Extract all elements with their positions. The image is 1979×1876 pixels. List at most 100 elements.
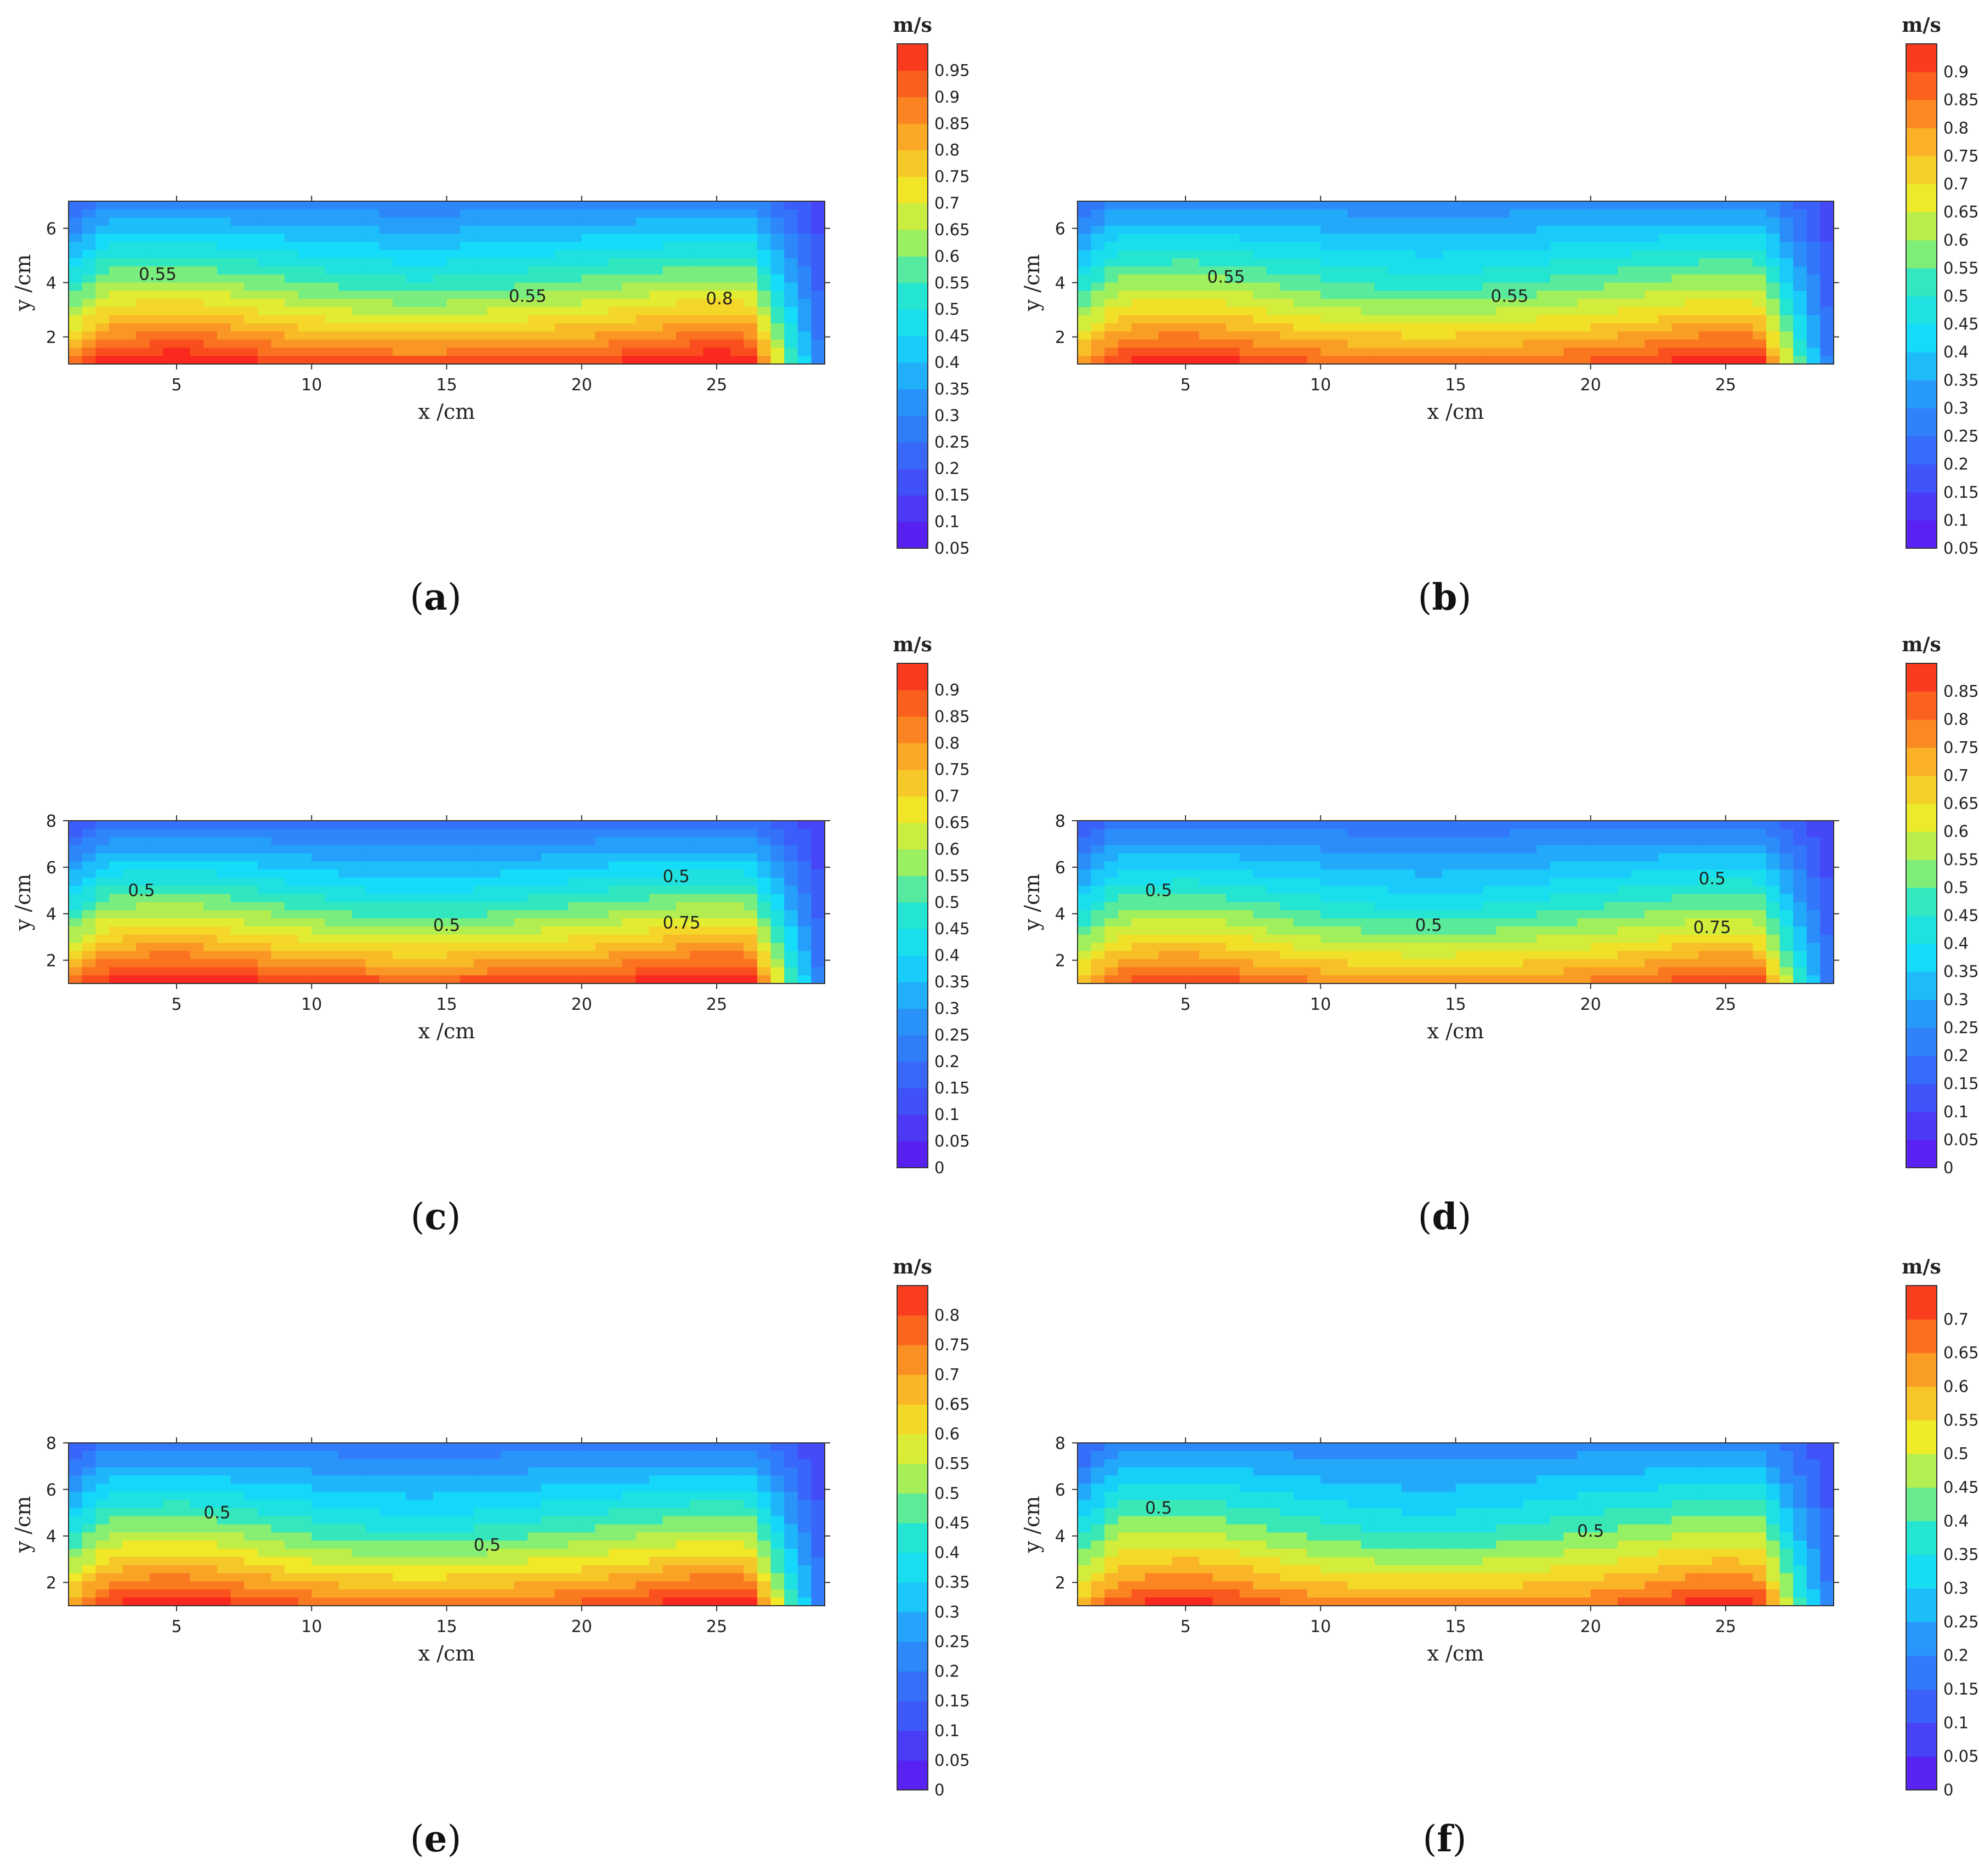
colorbar-tick-label: 0.4 — [1943, 934, 1969, 953]
field-cell — [784, 339, 798, 348]
field-cell — [446, 877, 461, 886]
field-cell — [1294, 861, 1308, 870]
field-cell — [95, 1451, 110, 1460]
field-cell — [1307, 217, 1321, 226]
field-cell — [1253, 258, 1267, 267]
field-cell — [730, 877, 744, 886]
field-cell — [1320, 967, 1335, 976]
field-cell — [1753, 926, 1767, 935]
field-cell — [1523, 821, 1537, 829]
field-cell — [609, 242, 623, 251]
field-cell — [1415, 926, 1429, 935]
x-axis-label: x /cm — [418, 400, 475, 424]
field-cell — [1307, 845, 1321, 854]
field-cell — [1280, 942, 1294, 952]
field-cell — [568, 861, 582, 870]
field-cell — [1172, 967, 1186, 976]
colorbar-frame — [1906, 43, 1937, 549]
field-cell — [1415, 242, 1429, 251]
field-cell — [1766, 828, 1780, 838]
field-cell — [636, 274, 650, 283]
field-cell — [1685, 861, 1699, 870]
field-cell — [1496, 967, 1510, 976]
field-cell — [636, 951, 650, 959]
field-cell — [770, 307, 785, 316]
field-cell — [379, 861, 393, 870]
field-cell — [1442, 828, 1456, 838]
field-cell — [1820, 299, 1834, 308]
field-cell — [1374, 934, 1388, 943]
field-cell — [757, 885, 772, 895]
field-cell — [514, 934, 528, 943]
field-cell — [568, 910, 582, 919]
field-cell — [1374, 201, 1388, 210]
field-cell — [1186, 258, 1200, 267]
field-cell — [1307, 951, 1321, 959]
field-cell — [636, 201, 650, 210]
field-cell — [501, 959, 515, 968]
field-cell — [487, 250, 501, 259]
field-cell — [1415, 837, 1429, 846]
field-cell — [271, 274, 285, 283]
field-cell — [1428, 315, 1443, 324]
field-cell — [1307, 821, 1321, 829]
field-cell — [1199, 959, 1213, 968]
field-cell — [419, 209, 434, 218]
field-cell — [1590, 217, 1604, 226]
field-cell — [311, 934, 326, 943]
field-cell — [177, 209, 191, 218]
field-cell — [446, 323, 461, 332]
y-axis-label: y /cm — [11, 254, 35, 312]
field-cell — [1779, 902, 1794, 911]
field-cell — [717, 877, 731, 886]
field-cell — [1374, 975, 1388, 984]
field-cell — [203, 201, 218, 210]
field-cell — [1698, 894, 1713, 902]
field-cell — [487, 910, 501, 919]
field-cell — [662, 217, 677, 226]
field-cell — [1428, 356, 1443, 365]
field-cell — [460, 951, 474, 959]
field-cell — [379, 975, 393, 984]
field-cell — [379, 926, 393, 935]
field-cell — [514, 323, 528, 332]
field-cell — [1131, 282, 1146, 291]
field-cell — [460, 282, 474, 291]
field-cell — [1131, 242, 1146, 251]
field-cell — [1563, 201, 1578, 210]
field-cell — [676, 282, 690, 291]
field-cell — [203, 1459, 218, 1468]
field-cell — [1577, 234, 1591, 242]
field-cell — [662, 201, 677, 210]
field-cell — [419, 926, 434, 935]
field-cell — [325, 250, 339, 259]
field-cell — [379, 282, 393, 291]
field-cell — [177, 1589, 191, 1598]
field-cell — [271, 942, 285, 952]
field-cell — [1361, 885, 1375, 895]
field-cell — [1645, 234, 1659, 242]
field-cell — [149, 209, 163, 218]
field-cell — [487, 975, 501, 984]
field-cell — [662, 291, 677, 299]
field-cell — [1266, 951, 1280, 959]
field-cell — [1361, 209, 1375, 218]
field-cell — [1685, 323, 1699, 332]
field-cell — [1820, 323, 1834, 332]
colorbar-swatch — [1906, 128, 1937, 156]
field-cell — [1455, 877, 1470, 886]
field-cell — [1739, 853, 1753, 862]
field-cell — [1334, 837, 1348, 846]
field-cell — [1091, 315, 1105, 324]
field-cell — [69, 331, 83, 340]
field-cell — [501, 299, 515, 308]
field-cell — [82, 951, 96, 959]
field-cell — [1645, 339, 1659, 348]
field-cell — [609, 934, 623, 943]
colorbar-swatch — [1906, 719, 1937, 748]
field-cell — [609, 250, 623, 259]
field-cell — [122, 323, 137, 332]
field-cell — [311, 258, 326, 267]
field-cell — [1536, 861, 1551, 870]
field-cell — [338, 282, 353, 291]
